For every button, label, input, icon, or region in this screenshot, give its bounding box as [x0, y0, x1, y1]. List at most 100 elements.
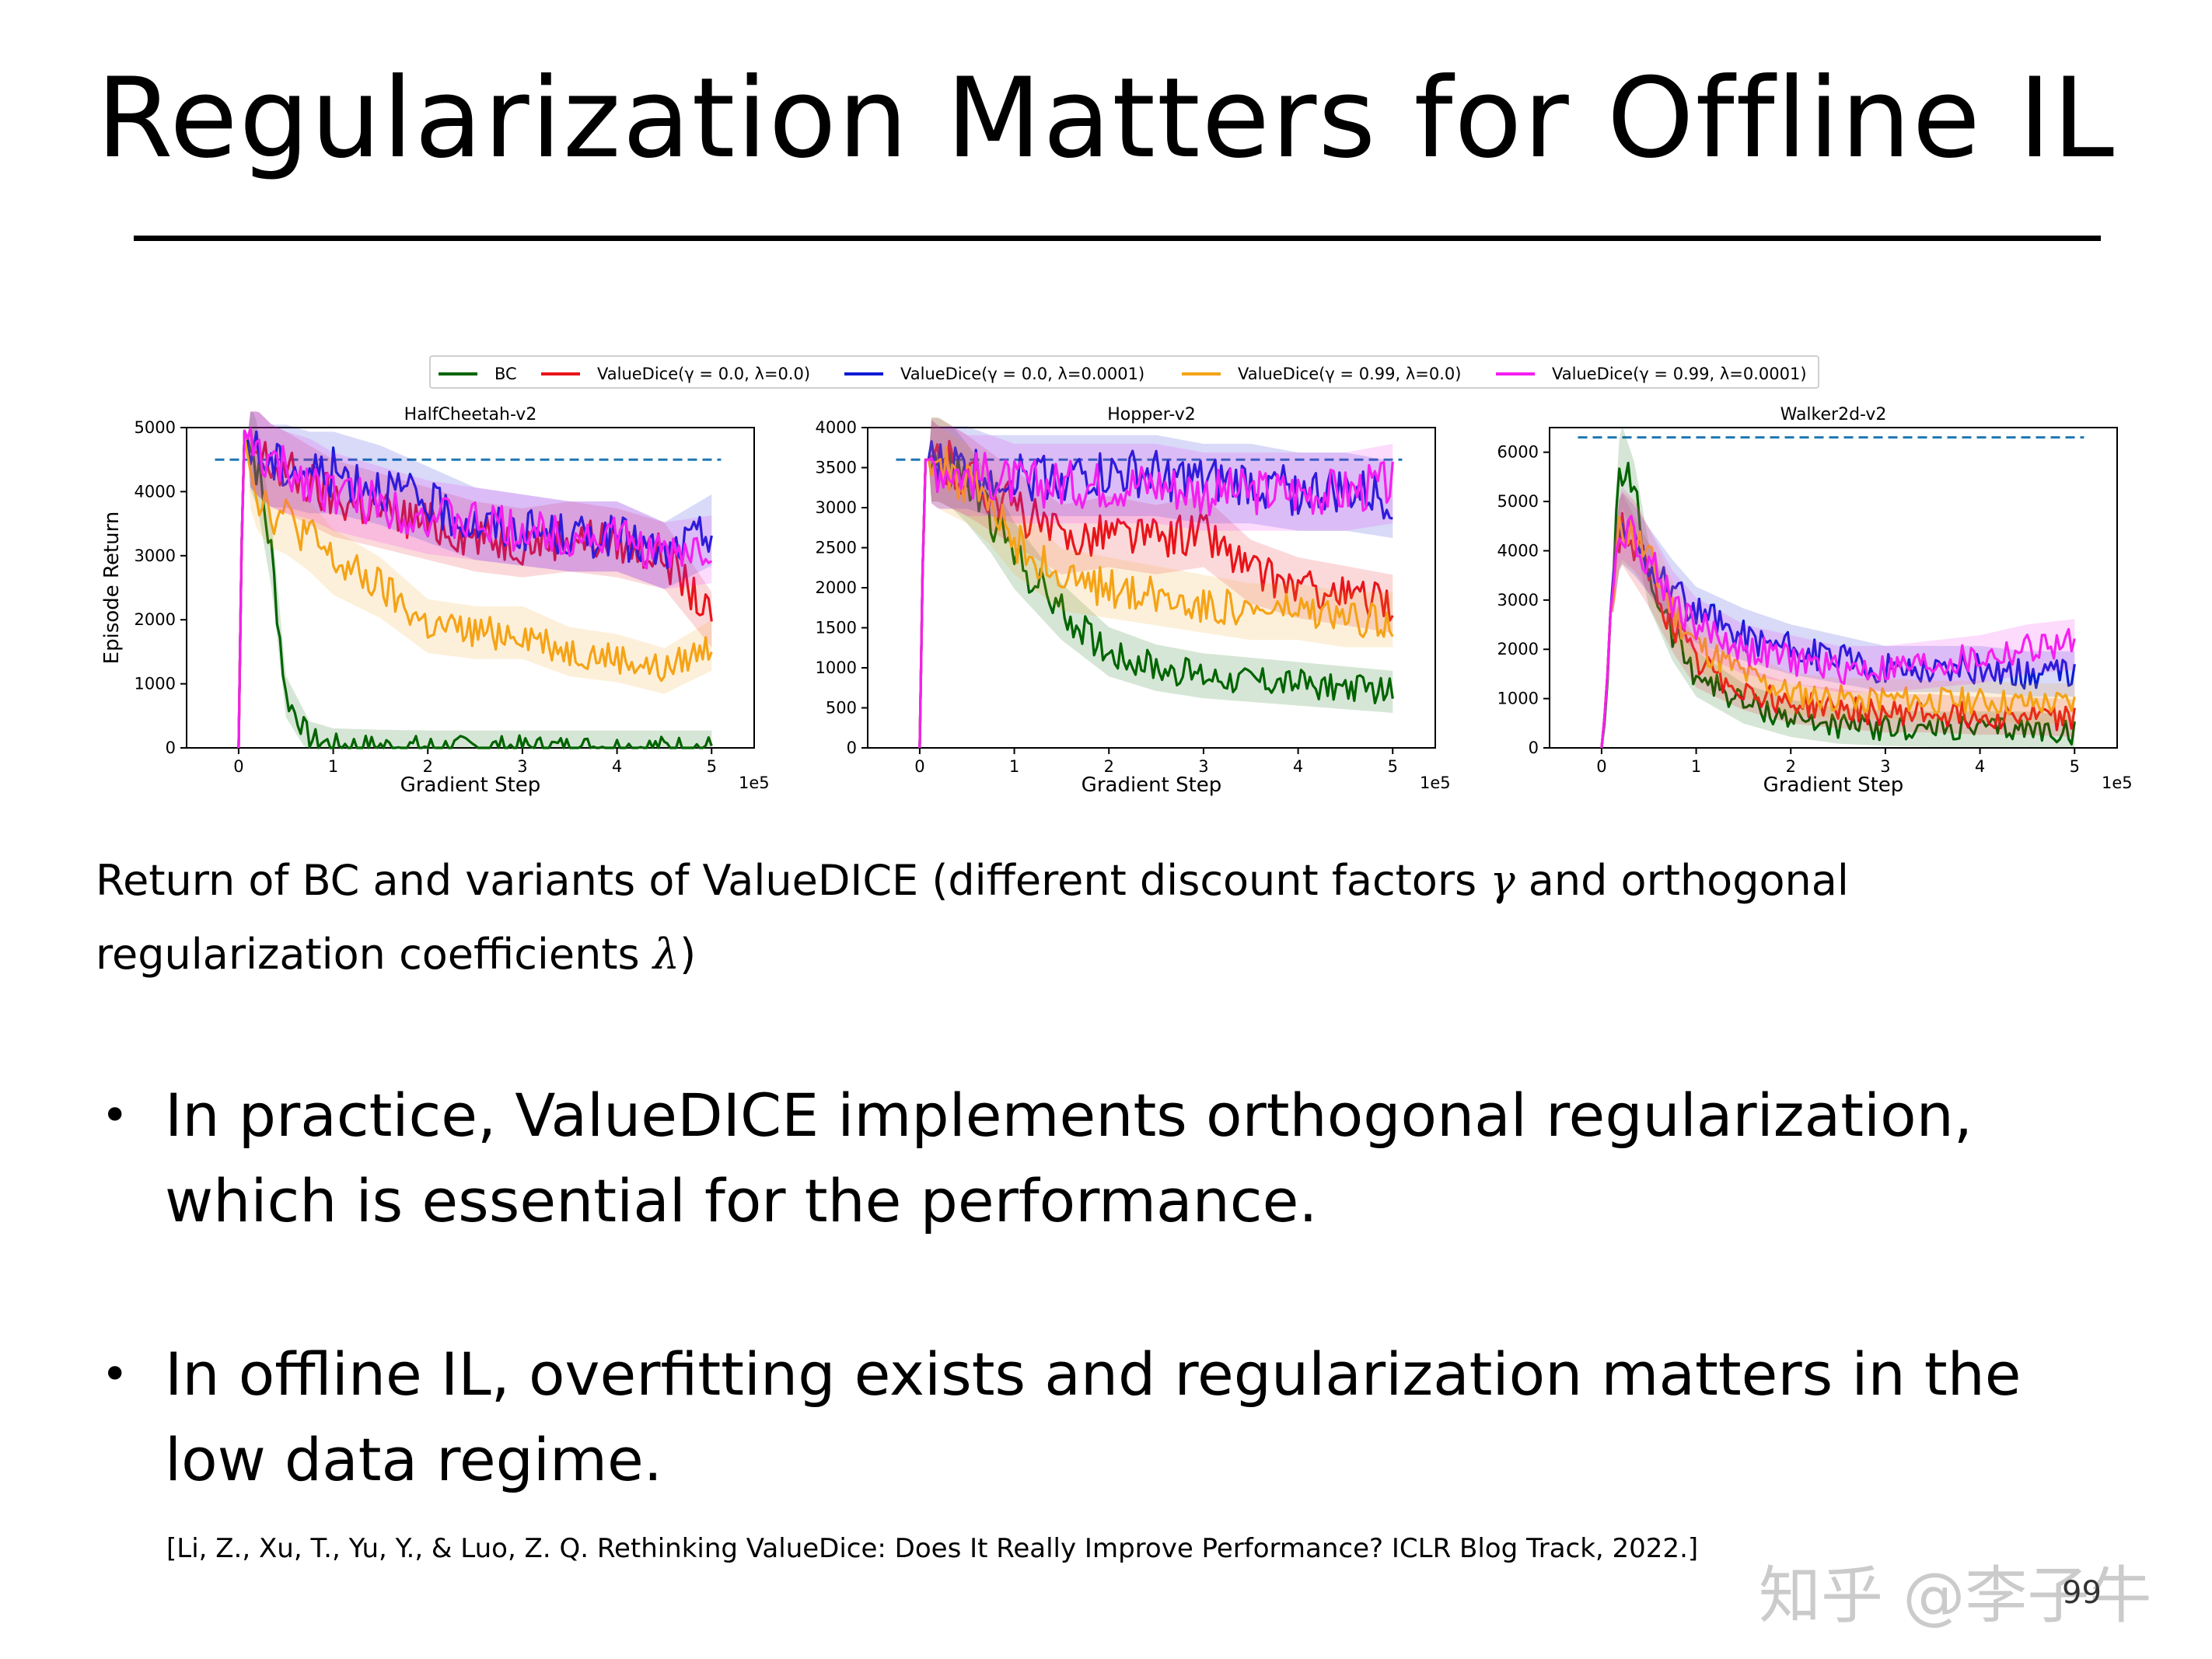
y-tick-label: 0: [1529, 739, 1539, 757]
legend-label-vd-g099-l0: ValueDice(γ = 0.99, λ=0.0): [1238, 364, 1462, 383]
series-line: [1600, 515, 2076, 749]
series-band: [1601, 492, 2075, 748]
x-tick-label: 3: [1198, 757, 1208, 776]
legend-swatch-vd-g0-l1e-4: [844, 372, 883, 375]
x-tick-label: 5: [1388, 757, 1398, 776]
series-band: [1601, 491, 2075, 748]
x-tick-label: 4: [612, 757, 622, 776]
y-tick-label: 500: [826, 699, 857, 718]
x-tick-label: 0: [914, 757, 924, 776]
series-band: [919, 417, 1393, 748]
figure-caption: Return of BC and variants of ValueDICE (…: [96, 843, 2148, 991]
x-tick-label: 2: [1786, 757, 1796, 776]
caption-part1: Return of BC and variants of ValueDICE (…: [96, 856, 1490, 905]
x-axis-label: Gradient Step: [1763, 774, 1904, 797]
series-band: [919, 420, 1393, 748]
legend-swatch-bc: [439, 372, 477, 375]
chart-1: HalfCheetah-v2 0 1000 2000 3000 4000 5000 0 1 2 3 4…: [100, 405, 770, 797]
chart-title: HalfCheetah-v2: [404, 405, 537, 424]
y-tick-label: 0: [166, 739, 176, 757]
series-line: [918, 440, 1393, 749]
chart-title: Hopper-v2: [1107, 405, 1195, 424]
legend-item-vd-g0-l0: ValueDice(γ = 0.0, λ=0.0): [541, 357, 810, 390]
x-tick-label: 1: [1009, 757, 1019, 776]
y-tick-label: 4000: [816, 418, 857, 437]
series-band: [919, 420, 1393, 748]
series-band: [238, 411, 712, 748]
y-axis-label: Episode Return: [100, 512, 124, 665]
caption-lambda: λ: [652, 930, 680, 979]
x-tick-label: 3: [1880, 757, 1890, 776]
y-tick-label: 2000: [135, 610, 176, 629]
y-tick-label: 3500: [816, 459, 857, 477]
series-band: [238, 411, 712, 748]
legend-item-vd-g099-l0: ValueDice(γ = 0.99, λ=0.0): [1182, 357, 1461, 390]
y-tick-label: 1500: [816, 619, 857, 637]
x-tick-label: 1: [1691, 757, 1701, 776]
y-tick-label: 5000: [135, 418, 176, 437]
series-line: [918, 439, 1394, 749]
chart-3: Walker2d-v2 0 1000 2000 3000 4000 5000 6000 0 1 2 3…: [1497, 405, 2133, 797]
x-tick-label: 2: [1104, 757, 1114, 776]
x-axis-label: Gradient Step: [1082, 774, 1222, 797]
x-tick-label: 5: [2070, 757, 2080, 776]
y-tick-label: 2000: [816, 578, 857, 597]
series-band: [919, 417, 1393, 748]
bullet-dot: •: [101, 1088, 129, 1143]
legend-swatch-vd-g099-l1e-4: [1496, 372, 1535, 375]
x-tick-label: 1: [328, 757, 338, 776]
y-tick-label: 6000: [1497, 443, 1539, 462]
x-scale-label: 1e5: [1420, 774, 1451, 792]
series-line: [237, 434, 713, 749]
y-tick-label: 5000: [1497, 492, 1539, 511]
y-tick-label: 2500: [816, 539, 857, 557]
legend-label-vd-g0-l0: ValueDice(γ = 0.0, λ=0.0): [597, 364, 811, 383]
y-tick-label: 0: [847, 739, 857, 757]
bullet-text-1: In practice, ValueDICE implements orthog…: [165, 1081, 1973, 1235]
series-line: [918, 452, 1394, 749]
series-line: [1600, 515, 2076, 749]
y-tick-label: 2000: [1497, 640, 1539, 658]
x-axis-label: Gradient Step: [400, 774, 541, 797]
series-line: [237, 429, 713, 749]
series-band: [1601, 487, 2075, 748]
slide-title: Regularization Matters for Offline IL: [96, 54, 2116, 183]
legend-swatch-vd-g099-l0: [1182, 372, 1221, 375]
x-tick-label: 4: [1975, 757, 1985, 776]
legend-item-vd-g0-l1e-4: ValueDice(γ = 0.0, λ=0.0001): [844, 357, 1144, 390]
series-line: [237, 428, 713, 749]
x-scale-label: 1e5: [739, 774, 770, 792]
x-tick-label: 0: [233, 757, 243, 776]
legend-label-vd-g099-l1e-4: ValueDice(γ = 0.99, λ=0.0001): [1552, 364, 1807, 383]
series-band: [238, 411, 712, 748]
y-tick-label: 3000: [1497, 591, 1539, 609]
y-tick-label: 4000: [135, 482, 176, 501]
y-tick-label: 1000: [816, 658, 857, 677]
y-tick-label: 4000: [1497, 541, 1539, 560]
page-number: 99: [2062, 1575, 2102, 1611]
series-band: [1601, 425, 2075, 748]
series-band: [1601, 493, 2075, 748]
x-tick-label: 3: [517, 757, 527, 776]
caption-gamma: γ: [1490, 856, 1515, 905]
caption-part2: and orthogonal regularization coefficien…: [96, 856, 1849, 979]
y-tick-label: 3000: [816, 498, 857, 517]
watermark: 知乎 @李子牛: [1759, 1559, 2152, 1632]
chart-2: Hopper-v2 0 500 1000 1500 2000 2500 3000 3500 400…: [816, 405, 1451, 797]
x-tick-label: 2: [423, 757, 433, 776]
series-band: [919, 420, 1393, 748]
series-line: [918, 445, 1394, 749]
series-line: [237, 428, 713, 749]
reference-citation: [Li, Z., Xu, T., Yu, Y., & Luo, Z. Q. Re…: [166, 1533, 1699, 1564]
y-tick-label: 3000: [135, 547, 176, 565]
legend-swatch-vd-g0-l0: [541, 372, 580, 375]
chart-legend: BC ValueDice(γ = 0.0, λ=0.0) ValueDice(γ…: [429, 355, 1819, 389]
plot-frame: [186, 427, 755, 749]
x-tick-label: 5: [707, 757, 717, 776]
series-band: [238, 411, 712, 748]
caption-part3: ): [680, 930, 697, 979]
y-tick-label: 1000: [135, 675, 176, 693]
legend-label-bc: BC: [494, 364, 517, 383]
x-tick-label: 4: [1293, 757, 1303, 776]
